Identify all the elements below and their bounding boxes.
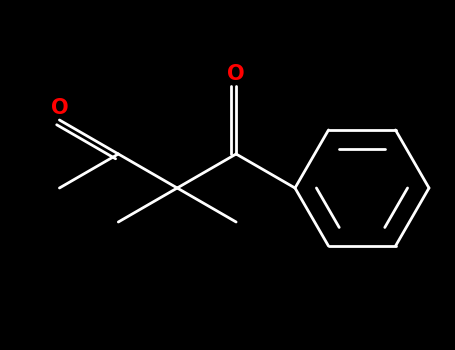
Text: O: O — [228, 64, 245, 84]
Text: O: O — [51, 98, 68, 118]
